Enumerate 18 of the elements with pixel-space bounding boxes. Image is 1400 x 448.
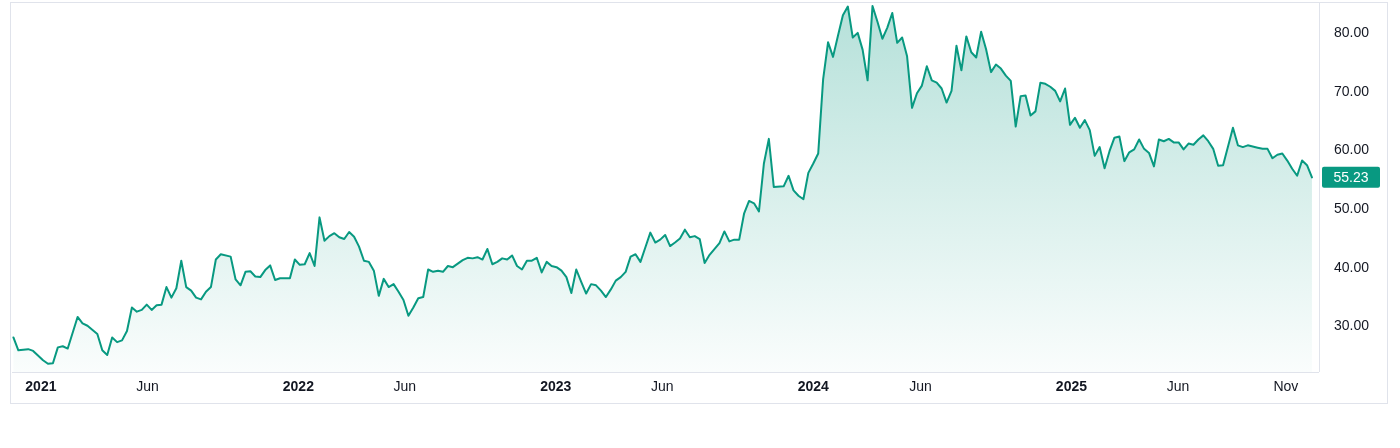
y-tick-label: 60.00 [1334, 141, 1370, 158]
annotation: 55.23 [1333, 169, 1369, 186]
y-tick-label: 80.00 [1334, 24, 1370, 41]
y-tick-label: 50.00 [1334, 200, 1370, 216]
x-tick-label: Jun [1166, 378, 1190, 394]
x-tick-label: 2021 [25, 378, 57, 394]
y-tick-label: 30.00 [1334, 317, 1370, 334]
y-tick-label: 70.00 [1334, 82, 1370, 99]
x-tick-label: Jun [393, 378, 417, 394]
x-tick-label: Jun [651, 378, 674, 394]
x-tick-label: Jun [136, 378, 159, 394]
x-tick-label: 2022 [282, 378, 315, 394]
x-tick-label: Jun [909, 378, 932, 394]
y-tick-label: 40.00 [1334, 258, 1370, 275]
x-tick-label: Nov [1273, 378, 1299, 394]
x-tick-label: 2024 [797, 378, 830, 394]
x-tick-label: 2023 [540, 378, 572, 394]
x-tick-label: 2025 [1055, 378, 1088, 394]
